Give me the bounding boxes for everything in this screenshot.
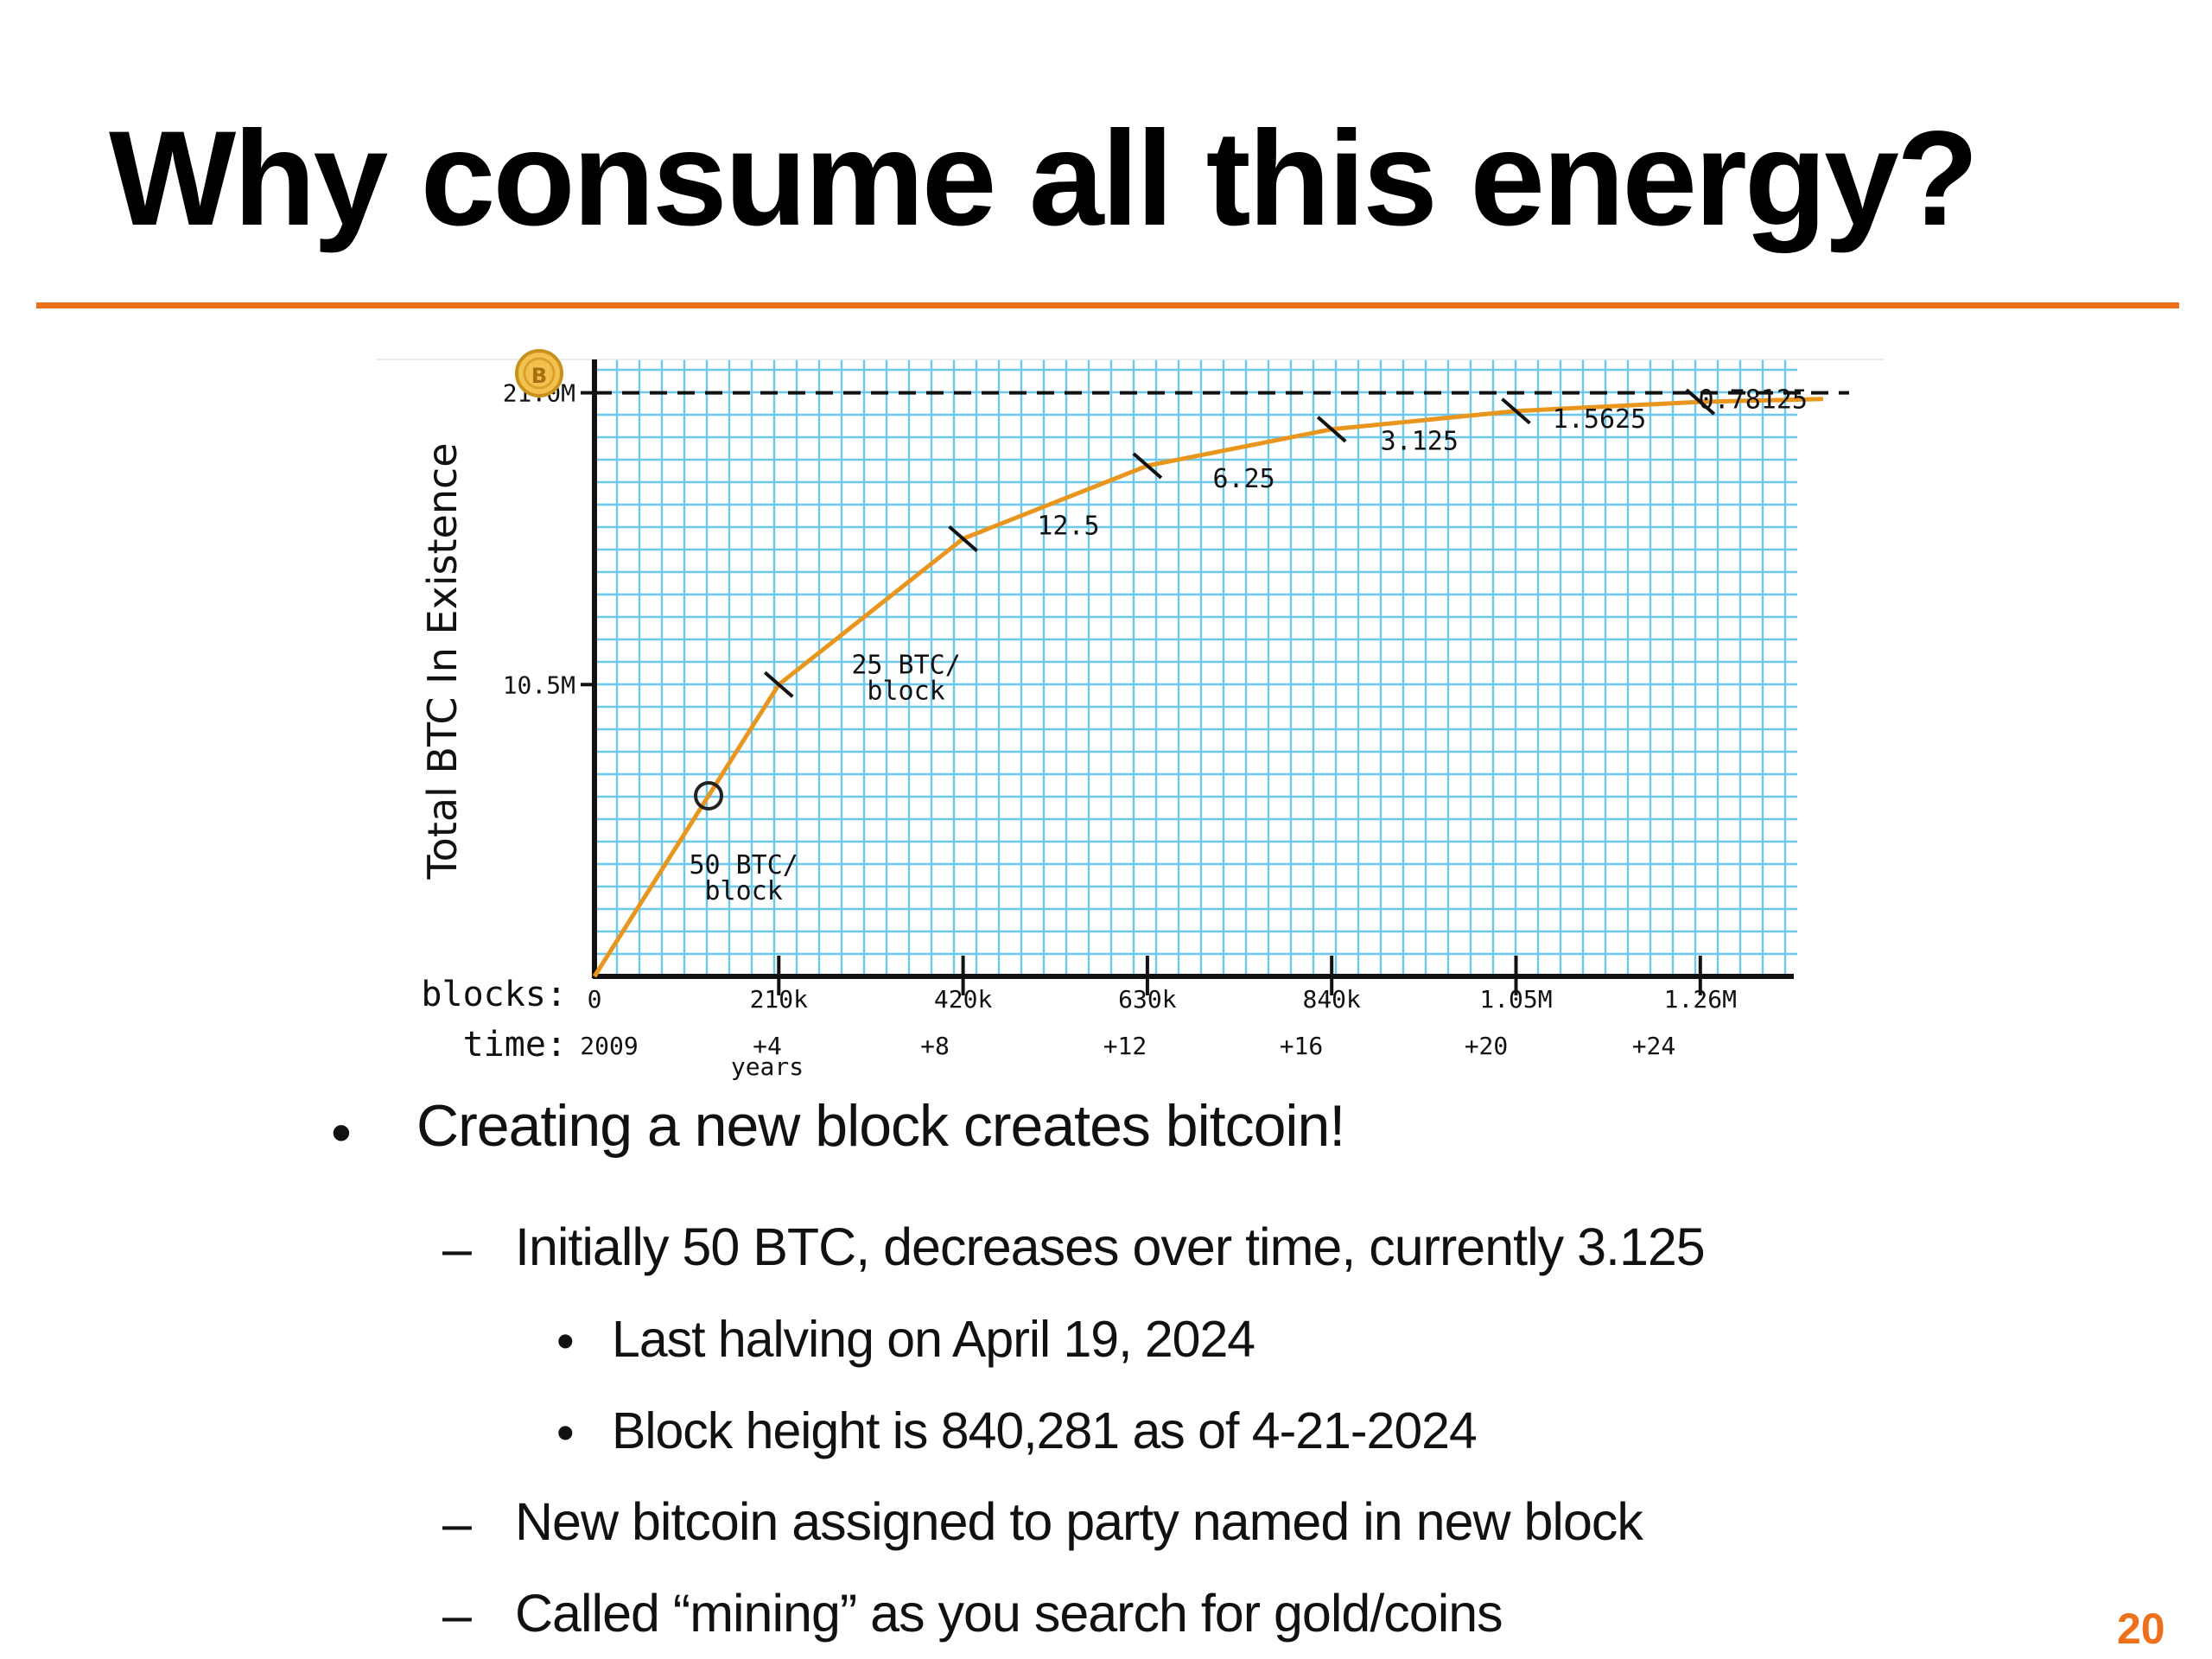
x-tick-label: 1.05M	[1479, 985, 1552, 1014]
y-tick-label: 10.5M	[503, 671, 575, 699]
title-rule	[36, 302, 2179, 308]
page-number: 20	[2117, 1605, 2165, 1653]
bullet-item: Creating a new block creates bitcoin!	[416, 1093, 1345, 1159]
reward-label: 0.78125	[1699, 385, 1808, 415]
bullet-marker: –	[442, 1494, 472, 1553]
bullet-item: Called “mining” as you search for gold/c…	[515, 1584, 1503, 1643]
supply-series-line	[592, 397, 1824, 978]
time-tick-label: +12	[1103, 1032, 1147, 1060]
time-axis-label: time:	[463, 1025, 567, 1065]
reward-label: 1.5625	[1553, 404, 1646, 435]
x-tick-label: 1.26M	[1664, 985, 1737, 1014]
svg-text:B: B	[531, 364, 547, 388]
bullet-marker: –	[442, 1219, 472, 1278]
x-tick-label: 630k	[1118, 985, 1177, 1014]
slide-title: Why consume all this energy?	[109, 104, 1979, 254]
reward-label: 3.125	[1381, 427, 1459, 457]
time-tick-label: +24	[1632, 1032, 1676, 1060]
bitcoin-coin-icon: B	[515, 349, 563, 397]
halving-marks-group	[694, 388, 1716, 810]
time-tick-label: +16	[1280, 1032, 1324, 1060]
x-tick-label: 840k	[1302, 985, 1361, 1014]
x-tick-label: 420k	[934, 985, 993, 1014]
y-axis-label: Total BTC In Existence	[419, 442, 466, 880]
reward-label: 12.5	[1037, 512, 1099, 542]
bullet-marker: •	[556, 1404, 575, 1461]
reward-label: 50 BTC/	[689, 850, 798, 880]
bullet-item: New bitcoin assigned to party named in n…	[515, 1492, 1643, 1551]
bullet-item: Last halving on April 19, 2024	[612, 1311, 1255, 1368]
x-axis-label: blocks:	[421, 975, 567, 1014]
bullet-marker: –	[442, 1586, 472, 1644]
halving-mark	[1132, 452, 1163, 480]
halving-mark	[1501, 397, 1531, 425]
chart-axes	[581, 359, 1794, 995]
halving-mark	[1685, 388, 1716, 416]
halving-mark	[1316, 416, 1347, 443]
reward-label: block	[867, 676, 944, 706]
halving-mark	[763, 671, 794, 698]
time-tick-label: +8	[920, 1032, 950, 1060]
chart-labels-group: 10.5M21.0M0210k420k630k840k1.05M1.26M200…	[419, 379, 1808, 1081]
current-supply-marker	[694, 780, 724, 810]
series-group	[592, 397, 1824, 978]
time-tick-label: +4	[753, 1032, 782, 1060]
time-tick-label: +20	[1465, 1032, 1509, 1060]
halving-mark	[948, 524, 978, 552]
bullet-item: Initially 50 BTC, decreases over time, c…	[515, 1217, 1706, 1276]
x-tick-label: 0	[588, 985, 602, 1014]
chart-grid	[377, 359, 1884, 976]
reward-label: 25 BTC/	[851, 650, 960, 680]
time-unit-label: years	[731, 1052, 804, 1081]
reward-label: block	[705, 876, 783, 906]
time-tick-label: 2009	[580, 1032, 638, 1060]
bullet-item: Block height is 840,281 as of 4-21-2024	[612, 1402, 1478, 1459]
reward-label: 6.25	[1213, 464, 1275, 494]
x-tick-label: 210k	[750, 985, 809, 1014]
bullet-marker: •	[556, 1313, 575, 1370]
bullet-marker: •	[331, 1100, 352, 1166]
btc-supply-chart: 10.5M21.0M0210k420k630k840k1.05M1.26M200…	[377, 349, 1884, 1081]
